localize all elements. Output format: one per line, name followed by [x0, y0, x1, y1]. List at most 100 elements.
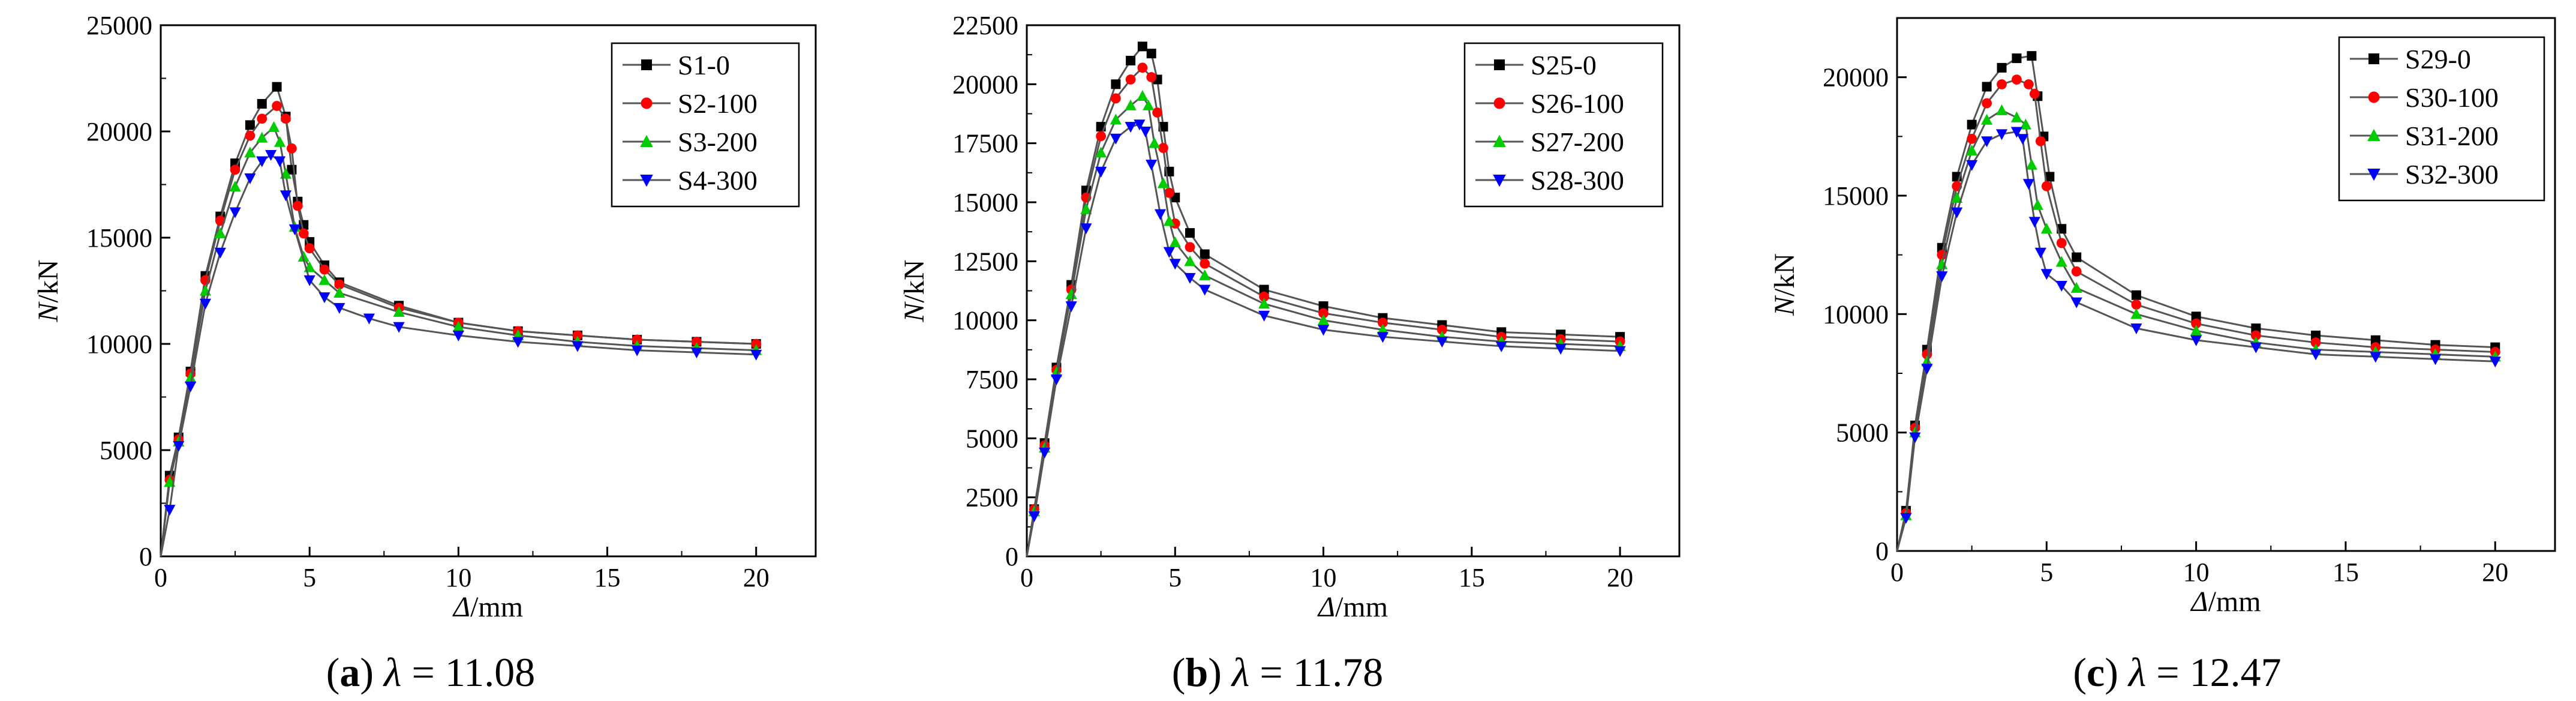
data-point: [2131, 290, 2141, 300]
data-point: [1080, 223, 1092, 235]
data-point: [2310, 337, 2321, 348]
data-point: [2070, 281, 2082, 293]
data-point: [1065, 301, 1077, 313]
series-S4-300: [160, 149, 762, 557]
y-tick-label: 20000: [1823, 63, 1889, 92]
legend-marker: [1494, 59, 1505, 70]
legend-marker: [2368, 53, 2379, 64]
data-point: [257, 98, 267, 109]
data-point: [214, 227, 226, 238]
legend-marker: [2367, 128, 2380, 141]
data-point: [1137, 90, 1149, 101]
legend-label: S3-200: [678, 127, 758, 157]
data-point: [632, 334, 642, 345]
legend-marker: [2367, 169, 2380, 181]
legend-item: S26-100: [1475, 88, 1624, 119]
y-tick-label: 7500: [966, 365, 1018, 394]
data-point: [199, 298, 212, 310]
panel-caption: (a) λ = 11.08: [326, 649, 536, 695]
y-tick-label: 0: [139, 542, 152, 571]
data-point: [1909, 432, 1921, 444]
data-point: [1110, 113, 1122, 125]
y-tick-label: 0: [1005, 542, 1018, 571]
data-point: [256, 131, 268, 143]
data-point: [281, 113, 291, 124]
data-point: [1436, 325, 1447, 335]
data-point: [333, 302, 345, 314]
data-point: [319, 264, 330, 275]
x-tick-label: 5: [303, 563, 316, 592]
data-point: [333, 287, 345, 298]
data-point: [1199, 284, 1211, 296]
data-point: [1967, 133, 1977, 144]
data-point: [1495, 341, 1507, 352]
data-point: [1980, 136, 1993, 148]
data-point: [2429, 354, 2442, 366]
y-tick-label: 5000: [1836, 418, 1889, 448]
legend-item: S1-0: [623, 50, 730, 80]
legend: S25-0 S26-100 S27-200 S28-300: [1463, 42, 1664, 208]
data-point: [692, 337, 702, 347]
x-axis-label: Δ/mm: [2190, 586, 2261, 618]
data-point: [297, 250, 309, 262]
data-point: [1614, 346, 1626, 357]
legend-label: S28-300: [1531, 165, 1624, 196]
data-point: [631, 345, 643, 357]
data-point: [1125, 74, 1136, 85]
data-point: [244, 146, 256, 158]
data-point: [1185, 242, 1195, 253]
data-point: [318, 292, 330, 304]
legend-label: S31-200: [2405, 121, 2499, 151]
y-tick-label: 12500: [952, 247, 1018, 276]
data-point: [2041, 181, 2052, 191]
data-point: [287, 143, 297, 154]
data-point: [1995, 104, 2008, 115]
data-point: [1095, 166, 1107, 178]
legend-item: S30-100: [2350, 82, 2499, 113]
data-point: [2034, 247, 2046, 259]
data-point: [1982, 82, 1992, 92]
y-tick-label: 20000: [952, 70, 1018, 99]
y-axis-label: N/kN: [898, 259, 930, 322]
data-point: [1126, 56, 1136, 65]
data-point: [1936, 271, 1948, 283]
data-point: [268, 121, 280, 132]
data-point: [1096, 131, 1107, 142]
data-point: [2029, 88, 2040, 99]
data-point: [1921, 364, 1933, 375]
legend-label: S1-0: [678, 50, 730, 80]
data-point: [1980, 113, 1993, 125]
data-point: [2012, 53, 2022, 64]
data-point: [1137, 62, 1148, 73]
y-tick-label: 0: [1875, 537, 1889, 566]
panel-caption: (c) λ = 12.47: [2073, 649, 2281, 695]
data-point: [1169, 236, 1181, 247]
series-line: [1896, 130, 2496, 552]
data-point: [1163, 247, 1175, 258]
x-tick-label: 10: [445, 563, 471, 592]
data-point: [1065, 288, 1077, 299]
data-point: [1184, 272, 1196, 284]
data-point: [1258, 298, 1270, 309]
panel-caption: (b) λ = 11.78: [1172, 649, 1383, 695]
data-point: [2035, 136, 2046, 146]
data-point: [2251, 323, 2261, 334]
data-point: [1997, 62, 2007, 73]
legend: S29-0 S30-100 S31-200 S32-300: [2338, 36, 2545, 202]
data-point: [1152, 107, 1162, 118]
x-tick-label: 5: [1168, 563, 1182, 592]
data-point: [751, 338, 762, 349]
data-point: [2025, 158, 2037, 170]
y-axis-label: N/kN: [1769, 253, 1801, 316]
data-point: [1143, 99, 1155, 110]
data-point: [1259, 284, 1269, 295]
data-point: [273, 156, 286, 167]
y-tick-label: 17500: [952, 129, 1018, 158]
y-tick-label: 15000: [86, 223, 152, 253]
x-tick-label: 0: [1020, 563, 1033, 592]
x-tick-label: 0: [154, 563, 167, 592]
legend-item: S27-200: [1475, 127, 1624, 157]
data-point: [230, 164, 241, 175]
data-point: [572, 330, 583, 341]
legend-marker: [1493, 175, 1506, 187]
